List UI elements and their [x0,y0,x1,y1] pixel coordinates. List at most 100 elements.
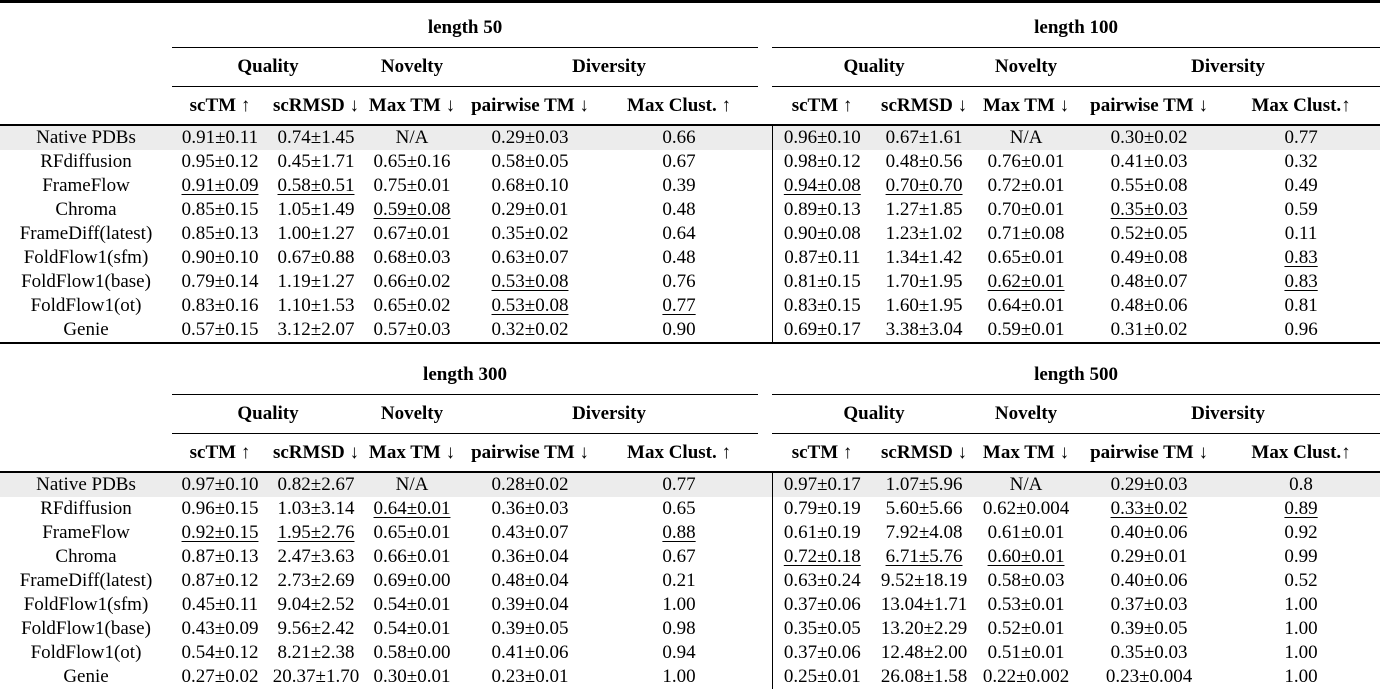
group-header-novelty: Novelty [976,47,1077,87]
metric-value-cell: 0.35±0.03 [1110,642,1188,663]
quadrant-divider [758,150,773,174]
metric-value-cell: 0.59±0.08 [373,199,451,220]
metric-value-cell: 1.60±1.95 [885,295,963,316]
group-header-quality: Quality [172,394,364,434]
metric-value-cell: 0.39 [662,175,696,196]
metric-value-cell: 0.48±0.04 [491,570,569,591]
table-row: FrameDiff(latest) 0.85±0.13 1.00±1.27 0.67±… [0,222,1380,246]
metric-value-cell: 0.40±0.06 [1110,570,1188,591]
metric-value-cell: 0.85±0.15 [181,199,259,220]
metric-value-cell: 0.55±0.08 [1110,175,1188,196]
metric-value-cell: 0.99 [1284,546,1318,567]
metric-value-cell: 0.61±0.01 [987,522,1065,543]
metric-value-cell: 0.68±0.10 [491,175,569,196]
metric-value-cell: 0.54±0.12 [181,642,259,663]
metric-value-cell: 0.79±0.19 [783,498,861,519]
group-header-quality: Quality [172,47,364,87]
metric-value-cell: 0.48 [662,247,696,268]
metric-value-cell: 0.36±0.04 [491,546,569,567]
quadrant-divider [758,569,773,593]
metric-value-cell: 0.29±0.03 [1076,472,1223,497]
metric-value-cell: 0.65±0.01 [373,522,451,543]
group-header-quality: Quality [772,47,977,87]
quadrant-gap [758,86,773,126]
metric-value-cell: 0.62±0.004 [982,498,1070,519]
column-header-pairwisetm: pairwise TM ↓ [1076,86,1223,126]
metric-value-cell: 13.20±2.29 [880,618,968,639]
table-row: FoldFlow1(sfm) 0.45±0.11 9.04±2.52 0.54±0.0… [0,593,1380,617]
metric-value-cell: 0.81±0.15 [783,271,861,292]
metric-value-cell: 0.92±0.15 [181,522,259,543]
metric-value-cell: 0.75±0.01 [373,175,451,196]
metric-value-cell: 0.70±0.70 [885,175,963,196]
metric-value-cell: 0.64±0.01 [987,295,1065,316]
metric-value-cell: 0.57±0.15 [181,319,259,340]
metric-value-cell: 0.52 [1284,570,1318,591]
metric-value-cell: N/A [364,472,460,497]
metric-value-cell: 0.36±0.03 [491,498,569,519]
column-header-scrmsd: scRMSD ↓ [872,86,977,126]
quadrant-divider [758,174,773,198]
table-row: FrameFlow 0.91±0.09 0.58±0.51 0.75±0.01 0.68… [0,174,1380,198]
metric-value-cell: 0.41±0.03 [1110,151,1188,172]
metric-value-cell: N/A [976,472,1077,497]
metric-value-cell: 0.57±0.03 [373,319,451,340]
metric-value-cell: 0.66 [600,125,759,150]
column-header-pairwisetm: pairwise TM ↓ [1076,433,1223,473]
table-row: FoldFlow1(sfm) 0.90±0.10 0.67±0.88 0.68±0.0… [0,246,1380,270]
metric-value-cell: 0.32 [1284,151,1318,172]
metric-value-cell: 0.27±0.02 [181,666,259,687]
metric-value-cell: 1.34±1.42 [885,247,963,268]
metric-value-cell: 0.66±0.01 [373,546,451,567]
metric-value-cell: 0.72±0.18 [783,546,861,567]
metric-value-cell: 0.91±0.09 [181,175,259,196]
metric-value-cell: 0.29±0.01 [491,199,569,220]
quadrant-divider [758,665,773,689]
metric-value-cell: 0.65 [662,498,696,519]
column-header-scrmsd: scRMSD ↓ [268,86,364,126]
quadrant-divider [758,545,773,569]
metric-value-cell: 0.48±0.56 [885,151,963,172]
metric-value-cell: 0.96±0.10 [772,125,873,150]
metric-value-cell: 0.23±0.004 [1105,666,1193,687]
metric-value-cell: 0.37±0.06 [783,594,861,615]
metric-value-cell: 0.52±0.01 [987,618,1065,639]
metric-value-cell: 0.65±0.16 [373,151,451,172]
metric-value-cell: 0.25±0.01 [783,666,861,687]
metric-value-cell: 1.00 [662,666,696,687]
metric-value-cell: 0.37±0.03 [1110,594,1188,615]
metric-value-cell: 20.37±1.70 [272,666,360,687]
metric-value-cell: 6.71±5.76 [885,546,963,567]
metric-value-cell: 0.43±0.09 [181,618,259,639]
metric-value-cell: 0.54±0.01 [373,618,451,639]
metric-value-cell: 0.45±0.11 [181,594,259,615]
metric-value-cell: 13.04±1.71 [880,594,968,615]
column-header-maxclust: Max Clust.↑ [1222,86,1380,126]
column-header-row: scTM ↑ scRMSD ↓ Max TM ↓ pairwise TM ↓ M… [0,86,1380,126]
metric-value-cell: 0.88 [662,522,696,543]
column-header-pairwisetm: pairwise TM ↓ [460,86,600,126]
column-header-scrmsd: scRMSD ↓ [872,433,977,473]
metric-value-cell: 8.21±2.38 [277,642,355,663]
quadrant-title-length-500: length 500 [772,344,1380,395]
metric-value-cell: 0.49±0.08 [1110,247,1188,268]
metric-value-cell: 0.76 [662,271,696,292]
model-name-cell: FoldFlow1(ot) [30,295,142,316]
column-header-pairwisetm: pairwise TM ↓ [460,433,600,473]
metric-value-cell: 1.10±1.53 [277,295,355,316]
metric-value-cell: 0.65±0.02 [373,295,451,316]
metric-value-cell: 0.30±0.02 [1076,125,1223,150]
metric-value-cell: 0.59 [1284,199,1318,220]
metric-value-cell: 0.11 [1284,223,1318,244]
quadrant-divider [758,222,773,246]
table-row: RFdiffusion 0.95±0.12 0.45±1.71 0.65±0.16 0.… [0,150,1380,174]
label-column-header-empty [0,2,172,48]
metric-value-cell: 0.90±0.10 [181,247,259,268]
metric-value-cell: 0.58±0.00 [373,642,451,663]
metric-value-cell: 0.59±0.01 [987,319,1065,340]
metric-value-cell: 0.61±0.19 [783,522,861,543]
column-header-maxclust: Max Clust.↑ [1222,433,1380,473]
metric-value-cell: 0.54±0.01 [373,594,451,615]
quadrant-divider [758,246,773,270]
metric-value-cell: 0.41±0.06 [491,642,569,663]
